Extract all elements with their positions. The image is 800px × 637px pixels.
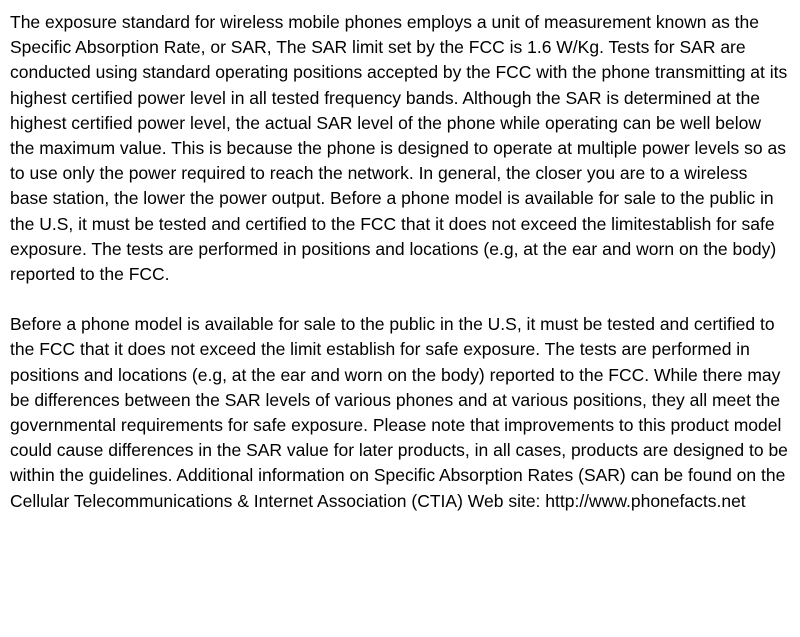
document-page: The exposure standard for wireless mobil… [0,0,800,514]
paragraph-2: Before a phone model is available for sa… [10,312,790,514]
paragraph-1: The exposure standard for wireless mobil… [10,10,790,287]
